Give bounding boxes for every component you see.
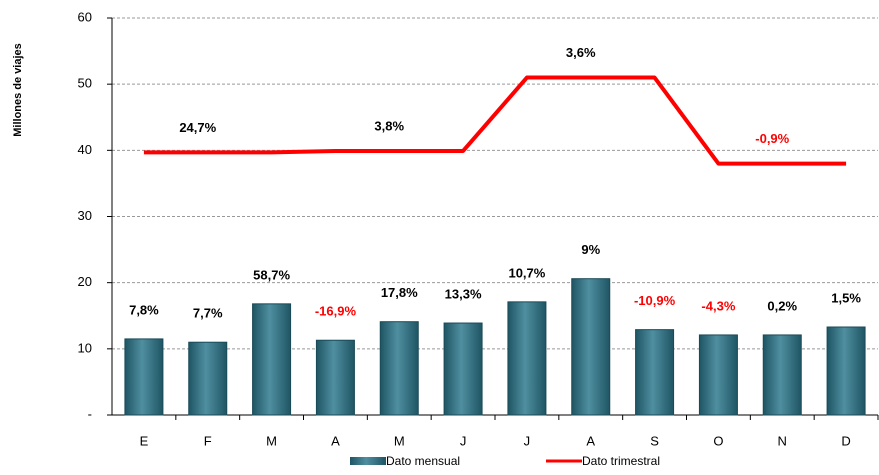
x-tick-label: J [524, 433, 531, 448]
x-tick-label: M [266, 433, 277, 448]
y-tick-label: 60 [78, 9, 92, 24]
bar-label: 9% [581, 242, 600, 257]
line-label: -0,9% [755, 131, 789, 146]
bar-label: -16,9% [315, 304, 357, 319]
bar-label: -10,9% [634, 293, 676, 308]
legend-label: Dato trimestral [582, 454, 660, 468]
bar-label: 7,8% [129, 302, 159, 317]
legend-swatch [350, 457, 386, 465]
line-label: 3,8% [374, 118, 404, 133]
bar [826, 326, 866, 416]
x-tick-label: M [394, 433, 405, 448]
bar-label: -4,3% [701, 298, 735, 313]
bar [124, 338, 164, 416]
bar-label: 7,7% [193, 306, 223, 321]
line [143, 75, 847, 166]
bar-label: 58,7% [253, 267, 290, 282]
bar [507, 301, 547, 416]
bar [252, 303, 292, 416]
line-label: 3,6% [566, 45, 596, 60]
x-tick-label: S [650, 433, 659, 448]
x-tick-label: N [778, 433, 787, 448]
bar-label: 10,7% [508, 265, 545, 280]
y-tick-label: 10 [78, 340, 92, 355]
bar [698, 334, 738, 416]
y-tick-label: - [88, 406, 92, 421]
bar [188, 341, 228, 416]
y-tick-label: 20 [78, 274, 92, 289]
bar-label: 17,8% [381, 285, 418, 300]
bar [635, 329, 675, 416]
bar [571, 278, 611, 416]
y-tick-label: 30 [78, 208, 92, 223]
x-tick-label: F [204, 433, 212, 448]
y-tick-label: 40 [78, 142, 92, 157]
x-tick-label: J [460, 433, 467, 448]
x-tick-label: A [331, 433, 340, 448]
x-tick-label: A [586, 433, 595, 448]
x-tick-label: E [140, 433, 149, 448]
bar [443, 322, 483, 416]
bar-label: 0,2% [767, 298, 797, 313]
y-axis-label: Millones de viajes [12, 43, 24, 137]
x-tick-label: D [841, 433, 850, 448]
x-tick-label: O [713, 433, 723, 448]
bar [315, 339, 355, 416]
bar [762, 334, 802, 416]
bar [379, 321, 419, 416]
line-label: 24,7% [179, 120, 216, 135]
legend-label: Dato mensual [386, 454, 460, 468]
y-tick-label: 50 [78, 76, 92, 91]
bar-label: 1,5% [831, 290, 861, 305]
bar-label: 13,3% [445, 286, 482, 301]
